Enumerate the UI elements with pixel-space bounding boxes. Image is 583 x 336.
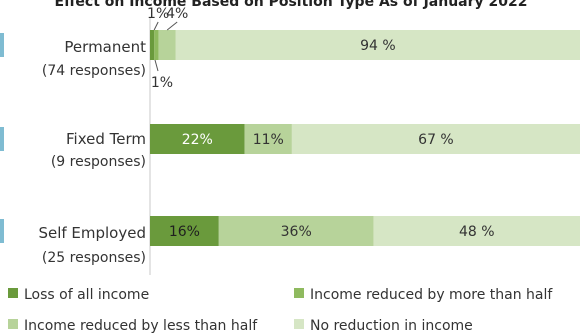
category-label: Self Employed	[38, 224, 146, 242]
category-label: Fixed Term	[66, 130, 146, 148]
bar-segment	[150, 216, 219, 246]
chart-title: Effect on Income Based on Position Type …	[55, 0, 528, 10]
callout-line	[153, 21, 159, 31]
category-response-count: (25 responses)	[42, 250, 146, 266]
category-accent-mark	[0, 33, 4, 57]
legend-swatch	[294, 319, 304, 329]
bar-value-label: 48 %	[459, 224, 495, 240]
bar-value-label: 1%	[147, 6, 169, 22]
legend-swatch	[294, 288, 304, 298]
category-response-count: (9 responses)	[51, 154, 146, 170]
bar-value-label: 11%	[253, 132, 284, 148]
category-accent-mark	[0, 127, 4, 151]
legend-label: Loss of all income	[24, 287, 149, 303]
category-response-count: (74 responses)	[42, 63, 146, 79]
legend-swatch	[8, 319, 18, 329]
bar-segment	[150, 30, 155, 60]
category-label: Permanent	[64, 38, 146, 56]
bar-segment	[291, 124, 580, 154]
bar-value-label: 22%	[182, 132, 213, 148]
bar-segment	[158, 30, 176, 60]
category-accent-mark	[0, 219, 4, 243]
bar-segment	[150, 124, 245, 154]
callout-line	[154, 59, 159, 72]
bar-value-label: 4%	[166, 6, 188, 22]
callout-line	[166, 21, 178, 31]
bar-segment	[218, 216, 374, 246]
bar-segment	[175, 30, 581, 60]
legend-label: Income reduced by less than half	[24, 318, 258, 334]
legend-swatch	[8, 288, 18, 298]
bar-value-label: 36%	[281, 224, 312, 240]
legend-label: Income reduced by more than half	[310, 287, 553, 303]
bar-value-label: 1%	[151, 75, 173, 91]
bar-segment	[373, 216, 580, 246]
bar-segment	[244, 124, 292, 154]
bar-value-label: 94 %	[360, 38, 396, 54]
bar-segment	[154, 30, 159, 60]
bar-value-label: 67 %	[418, 132, 454, 148]
bar-value-label: 16%	[169, 224, 200, 240]
legend-label: No reduction in income	[310, 318, 473, 334]
